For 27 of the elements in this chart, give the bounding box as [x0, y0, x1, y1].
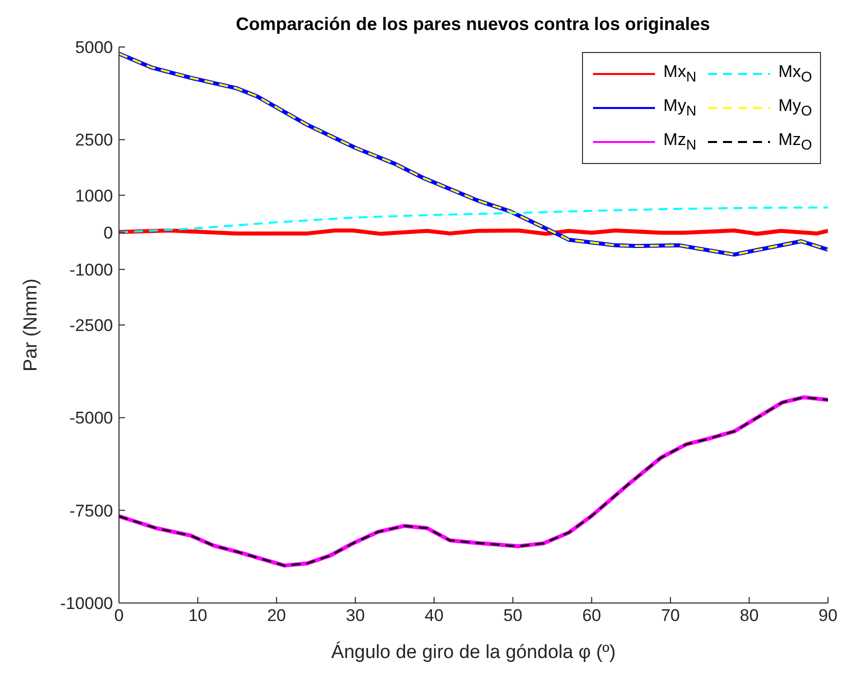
x-tick-label: 70 [660, 606, 680, 626]
legend-label: My$_{O}$ [778, 96, 812, 120]
x-tick-label: 80 [740, 606, 759, 626]
y-tick-label: 2500 [75, 130, 113, 150]
x-tick-label: 30 [346, 606, 365, 626]
x-tick-label: 10 [188, 606, 208, 626]
y-tick-label: -10000 [60, 594, 113, 614]
y-tick-label: 5000 [75, 38, 113, 58]
x-tick-label: 50 [503, 606, 522, 626]
chart-title: Comparación de los pares nuevos contra los originales [236, 14, 710, 34]
x-tick-label: 20 [267, 606, 286, 626]
legend-label: Mx$_{O}$ [778, 62, 812, 86]
legend-label: My$_{N}$ [663, 96, 696, 120]
y-tick-label: -1000 [70, 260, 113, 280]
y-tick-label: -2500 [70, 316, 113, 336]
x-tick-label: 90 [818, 606, 838, 626]
y-tick-label: -7500 [70, 501, 113, 520]
y-tick-label: 1000 [75, 186, 113, 206]
y-tick-label: -5000 [70, 408, 113, 428]
x-tick-label: 40 [424, 606, 444, 626]
x-tick-label: 60 [582, 606, 602, 626]
x-axis-title: Ángulo de giro de la góndola φ (º) [331, 641, 616, 663]
legend-label: Mz$_{O}$ [778, 130, 812, 154]
legend-label: Mx$_{N}$ [663, 62, 696, 86]
y-tick-label: 0 [104, 223, 113, 242]
legend-label: Mz$_{N}$ [663, 130, 696, 154]
y-axis-title: Par (Nmm) [20, 278, 42, 372]
